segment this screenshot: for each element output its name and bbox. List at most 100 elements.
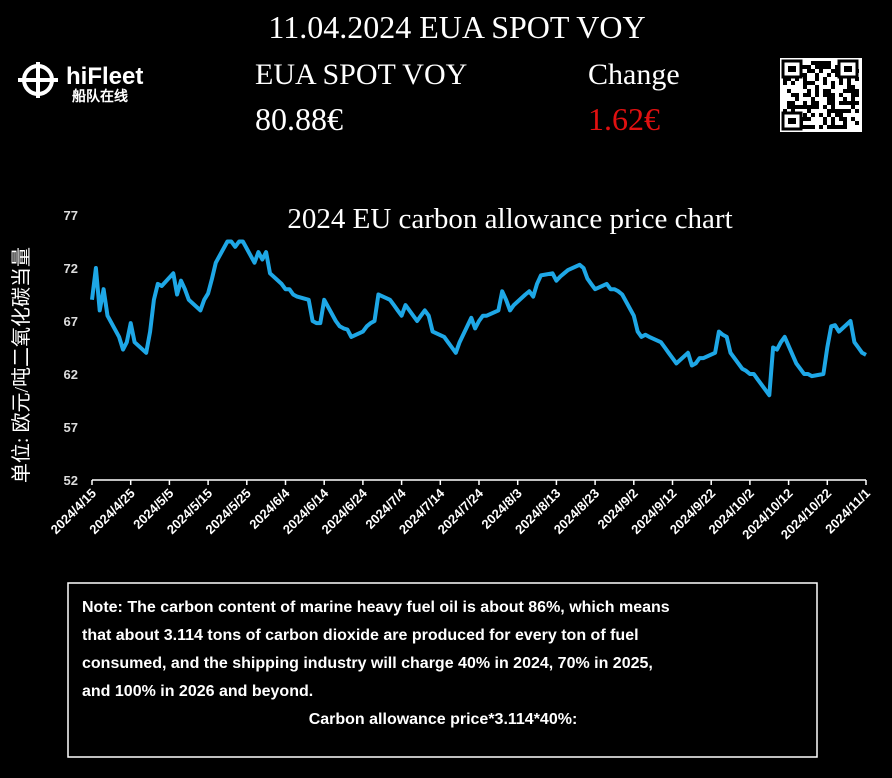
qr-cell — [803, 113, 807, 117]
qr-code — [780, 58, 862, 132]
qr-cell — [811, 101, 815, 105]
qr-cell — [819, 69, 823, 73]
qr-cell — [855, 89, 859, 93]
qr-cell — [823, 93, 827, 97]
qr-cell — [843, 89, 847, 93]
qr-cell — [803, 81, 807, 85]
qr-cell — [839, 81, 843, 85]
qr-cell — [855, 77, 859, 81]
qr-cell — [839, 125, 843, 129]
note-box — [67, 582, 818, 758]
qr-cell — [831, 81, 835, 85]
qr-cell — [843, 101, 847, 105]
qr-cell — [803, 73, 807, 77]
qr-cell — [807, 69, 811, 73]
qr-cell — [851, 85, 855, 89]
qr-cell — [783, 81, 787, 85]
qr-cell — [787, 77, 791, 81]
qr-cell — [851, 97, 855, 101]
qr-cell — [799, 105, 803, 109]
qr-cell — [843, 117, 847, 121]
qr-cell — [823, 65, 827, 69]
qr-cell — [839, 109, 843, 113]
qr-cell — [835, 113, 839, 117]
qr-cell — [815, 85, 819, 89]
y-axis-label: 单位: 欧元/吨二氧化碳当量 — [10, 247, 33, 483]
qr-cell — [811, 105, 815, 109]
qr-cell — [807, 93, 811, 97]
qr-cell — [827, 113, 831, 117]
qr-cell — [839, 113, 843, 117]
qr-cell — [803, 65, 807, 69]
qr-cell — [807, 65, 811, 69]
qr-cell — [811, 61, 815, 65]
qr-cell — [831, 105, 835, 109]
qr-finder — [844, 66, 852, 72]
qr-cell — [851, 89, 855, 93]
qr-cell — [791, 101, 795, 105]
qr-cell — [827, 97, 831, 101]
qr-cell — [847, 109, 851, 113]
qr-cell — [831, 121, 835, 125]
qr-cell — [811, 125, 815, 129]
qr-cell — [815, 65, 819, 69]
y-tick-label: 52 — [64, 473, 78, 488]
qr-cell — [795, 97, 799, 101]
qr-cell — [851, 105, 855, 109]
qr-cell — [855, 121, 859, 125]
y-tick-label: 57 — [64, 420, 78, 435]
qr-cell — [803, 105, 807, 109]
chart-title: 2024 EU carbon allowance price chart — [287, 203, 732, 235]
qr-cell — [787, 101, 791, 105]
qr-cell — [815, 101, 819, 105]
qr-cell — [803, 77, 807, 81]
qr-cell — [803, 117, 807, 121]
qr-cell — [807, 117, 811, 121]
y-tick-label: 62 — [64, 367, 78, 382]
qr-cell — [839, 117, 843, 121]
qr-cell — [831, 97, 835, 101]
qr-cell — [807, 109, 811, 113]
qr-cell — [819, 125, 823, 129]
qr-cell — [815, 77, 819, 81]
y-tick-label: 77 — [64, 208, 78, 223]
qr-cell — [847, 81, 851, 85]
qr-cell — [803, 85, 807, 89]
note-formula: Carbon allowance price*3.114*40%: — [309, 711, 578, 728]
qr-cell — [851, 117, 855, 121]
qr-finder — [788, 66, 796, 72]
change-label: Change — [588, 58, 680, 91]
qr-cell — [791, 109, 795, 113]
qr-cell — [819, 61, 823, 65]
change: 1.62€ — [588, 101, 660, 137]
qr-cell — [811, 113, 815, 117]
qr-cell — [811, 97, 815, 101]
qr-cell — [787, 105, 791, 109]
qr-cell — [815, 61, 819, 65]
note-line: consumed, and the shipping industry will… — [82, 655, 653, 672]
qr-cell — [835, 73, 839, 77]
qr-cell — [803, 93, 807, 97]
qr-cell — [807, 81, 811, 85]
qr-cell — [847, 89, 851, 93]
qr-cell — [851, 101, 855, 105]
qr-cell — [787, 89, 791, 93]
qr-cell — [795, 77, 799, 81]
qr-cell — [831, 69, 835, 73]
qr-cell — [835, 65, 839, 69]
qr-cell — [795, 105, 799, 109]
qr-cell — [843, 97, 847, 101]
qr-cell — [831, 117, 835, 121]
qr-cell — [791, 93, 795, 97]
qr-cell — [811, 81, 815, 85]
qr-cell — [807, 125, 811, 129]
qr-cell — [855, 101, 859, 105]
y-tick-label: 72 — [64, 261, 78, 276]
qr-cell — [827, 89, 831, 93]
qr-cell — [831, 93, 835, 97]
qr-cell — [795, 93, 799, 97]
qr-cell — [827, 125, 831, 129]
qr-cell — [783, 77, 787, 81]
